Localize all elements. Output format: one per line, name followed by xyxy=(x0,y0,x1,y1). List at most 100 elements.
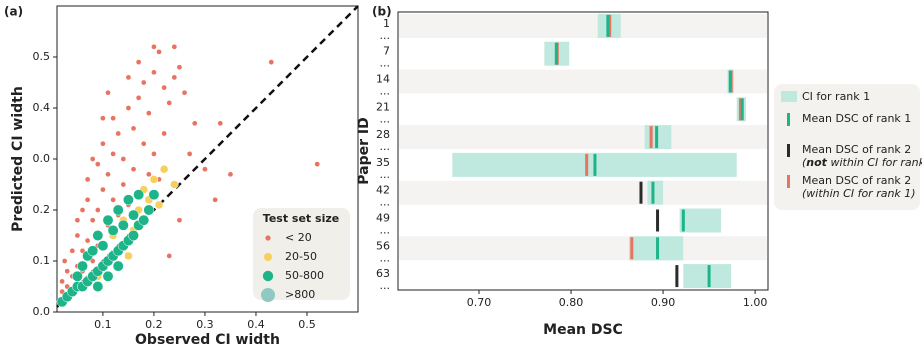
row-band xyxy=(399,125,767,150)
point xyxy=(122,194,134,206)
point xyxy=(140,79,147,86)
legend-label: Mean DSC of rank 2 xyxy=(802,174,911,187)
row-separator: ... xyxy=(380,251,391,264)
point xyxy=(227,171,234,178)
row-separator: ... xyxy=(380,140,391,153)
mean-marker xyxy=(655,126,659,149)
point xyxy=(120,181,127,188)
point xyxy=(161,84,167,91)
point xyxy=(74,232,81,239)
row-separator: ... xyxy=(380,57,391,70)
legend-marker xyxy=(787,113,790,126)
legend-label: 50-800 xyxy=(285,269,324,282)
point xyxy=(176,217,183,224)
point xyxy=(79,207,86,213)
identity-line xyxy=(56,5,359,308)
row-separator: ... xyxy=(380,112,391,125)
mean-marker xyxy=(608,14,612,37)
point xyxy=(148,189,160,201)
point xyxy=(92,281,104,292)
point xyxy=(176,64,183,71)
mean-marker xyxy=(593,153,597,176)
y-tick-label: 63 xyxy=(376,267,390,280)
legend-qualifier-part: within CI for rank 1) xyxy=(827,156,922,169)
point xyxy=(133,189,145,201)
point xyxy=(102,214,114,226)
point xyxy=(107,224,119,236)
x-tick-label: 0.1 xyxy=(94,318,112,331)
x-axis-label: Observed CI width xyxy=(135,332,280,348)
row-band xyxy=(399,69,767,94)
ci-band xyxy=(647,180,664,205)
point xyxy=(59,278,65,285)
y-tick-label: 0.1 xyxy=(33,254,51,267)
point xyxy=(166,100,173,106)
x-tick-label: 0.3 xyxy=(196,318,214,331)
point xyxy=(87,245,99,257)
legend-title: Test set size xyxy=(263,212,339,225)
point xyxy=(314,161,321,167)
point xyxy=(170,180,179,189)
point xyxy=(120,156,127,162)
point xyxy=(125,74,132,81)
point xyxy=(74,217,81,224)
y-tick-label: 1 xyxy=(383,17,390,30)
point xyxy=(125,105,132,111)
mean-marker xyxy=(740,98,744,121)
point xyxy=(94,207,101,213)
y-tick-label: 42 xyxy=(376,184,390,197)
row-separator: ... xyxy=(380,279,391,292)
point xyxy=(94,161,101,167)
point xyxy=(268,59,275,65)
y-tick-label: 0.4 xyxy=(33,101,51,114)
x-tick-label: 0.5 xyxy=(298,318,316,331)
legend-box-b xyxy=(774,84,920,210)
point xyxy=(135,59,142,65)
y-tick-label: 0.0 xyxy=(33,305,51,318)
point xyxy=(156,49,162,55)
point xyxy=(112,260,124,272)
legend-marker xyxy=(787,144,790,157)
legend-marker xyxy=(264,253,272,261)
y-tick-label: 0.0 xyxy=(33,152,51,165)
mean-marker xyxy=(606,14,610,37)
legend-marker xyxy=(265,235,271,241)
point xyxy=(84,237,91,244)
point xyxy=(102,270,114,282)
y-tick-label: 7 xyxy=(383,45,390,58)
mean-marker xyxy=(630,237,634,260)
row-separator: ... xyxy=(380,224,391,237)
point xyxy=(77,260,88,272)
mean-marker xyxy=(554,42,558,65)
row-separator: ... xyxy=(380,29,391,42)
panel-label: (a) xyxy=(4,5,23,19)
legend-qualifier-part: not xyxy=(806,156,827,169)
point xyxy=(186,151,193,157)
point xyxy=(128,209,139,221)
mean-marker xyxy=(656,237,660,260)
x-tick-label: 0.80 xyxy=(559,296,584,309)
row-separator: ... xyxy=(380,168,391,181)
point xyxy=(140,140,147,147)
row-band xyxy=(399,13,767,38)
legend-label: >800 xyxy=(285,288,315,301)
point xyxy=(92,230,104,241)
y-tick-label: 35 xyxy=(376,156,390,169)
y-tick-label: 28 xyxy=(376,128,390,141)
mean-marker xyxy=(675,265,679,288)
point xyxy=(149,175,159,184)
legend-qualifier-part: ( xyxy=(802,156,807,169)
legend-label: Mean DSC of rank 1 xyxy=(802,112,911,125)
legend-marker xyxy=(787,175,790,188)
mean-marker xyxy=(649,126,653,149)
point xyxy=(130,166,137,173)
y-tick-label: 0.2 xyxy=(33,203,51,216)
x-tick-label: 0.70 xyxy=(467,296,492,309)
point xyxy=(212,196,219,203)
ci-band xyxy=(683,264,732,289)
legend-qualifier: (not within CI for rank 1) xyxy=(802,156,922,169)
point xyxy=(145,110,152,116)
ci-band xyxy=(679,208,722,233)
panel-label: (b) xyxy=(372,5,392,19)
